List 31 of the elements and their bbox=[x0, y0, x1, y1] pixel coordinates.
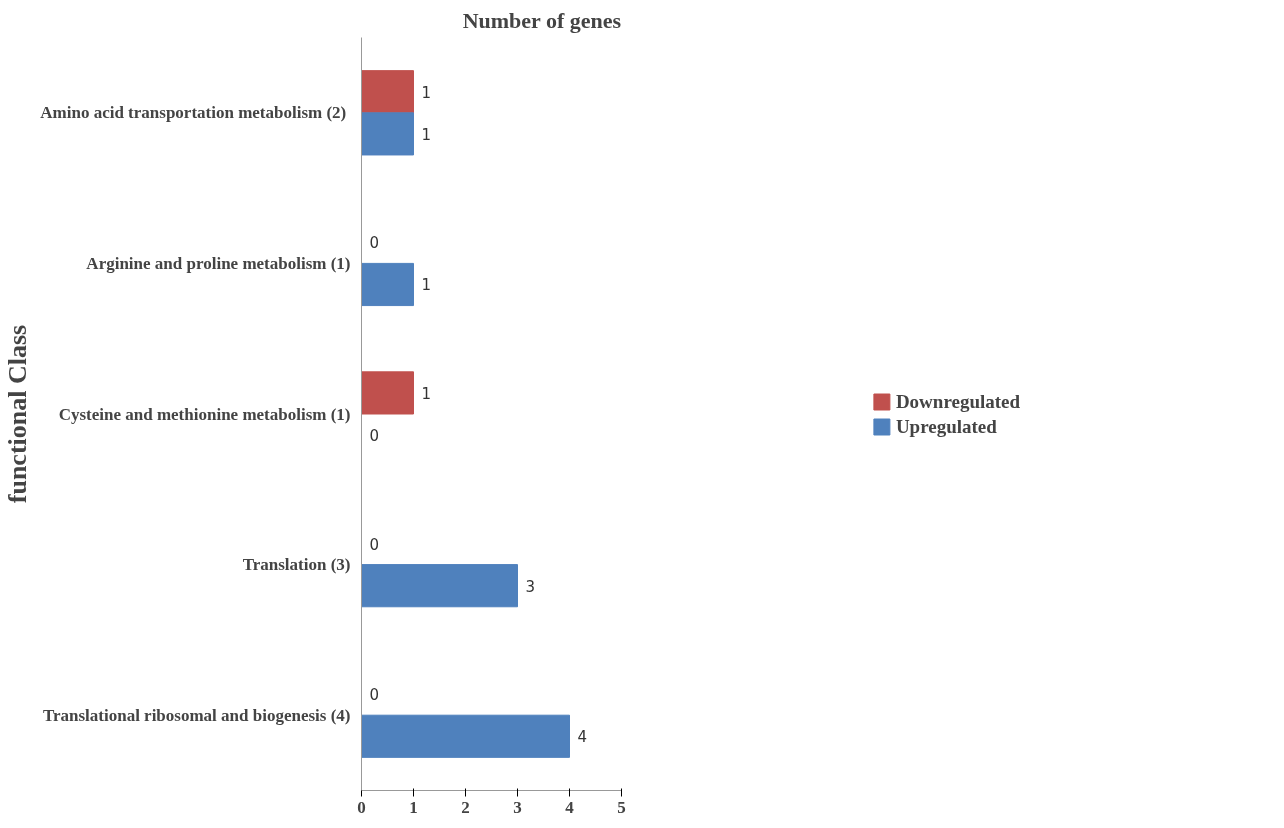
data-label: 1 bbox=[421, 83, 432, 102]
data-label: 0 bbox=[369, 234, 380, 253]
y-tick-label: Cysteine and methionine metabolism (1) bbox=[58, 404, 351, 424]
bar bbox=[361, 564, 518, 608]
bar bbox=[361, 262, 414, 307]
data-label: 1 bbox=[421, 125, 432, 144]
data-label: 1 bbox=[421, 384, 432, 403]
x-tick-label: 5 bbox=[617, 797, 626, 817]
y-axis-title: functional Class bbox=[3, 324, 33, 504]
data-label: 0 bbox=[369, 535, 380, 554]
x-axis-title: Number of genes bbox=[462, 7, 622, 33]
x-tick-label: 3 bbox=[513, 797, 522, 817]
bar bbox=[361, 371, 414, 415]
data-label: 1 bbox=[421, 276, 432, 295]
y-tick-label: Amino acid transportation metabolism (2) bbox=[40, 103, 347, 123]
bar bbox=[361, 70, 414, 114]
y-tick-label: Translational ribosomal and biogenesis (4) bbox=[42, 705, 351, 725]
x-tick-label: 2 bbox=[461, 797, 470, 817]
bar bbox=[361, 112, 414, 156]
legend-label: Downregulated bbox=[895, 390, 1021, 412]
y-tick-label: Arginine and proline metabolism (1) bbox=[86, 253, 351, 273]
x-tick-label: 0 bbox=[357, 797, 366, 817]
x-tick-label: 1 bbox=[409, 797, 418, 817]
y-tick-label: Translation (3) bbox=[242, 555, 351, 575]
bar bbox=[361, 714, 570, 758]
x-tick-label: 4 bbox=[565, 797, 575, 817]
data-label: 0 bbox=[369, 427, 380, 446]
data-label: 3 bbox=[525, 577, 536, 596]
legend-label: Upregulated bbox=[895, 415, 997, 437]
data-label: 0 bbox=[369, 686, 380, 705]
data-label: 4 bbox=[577, 728, 588, 747]
